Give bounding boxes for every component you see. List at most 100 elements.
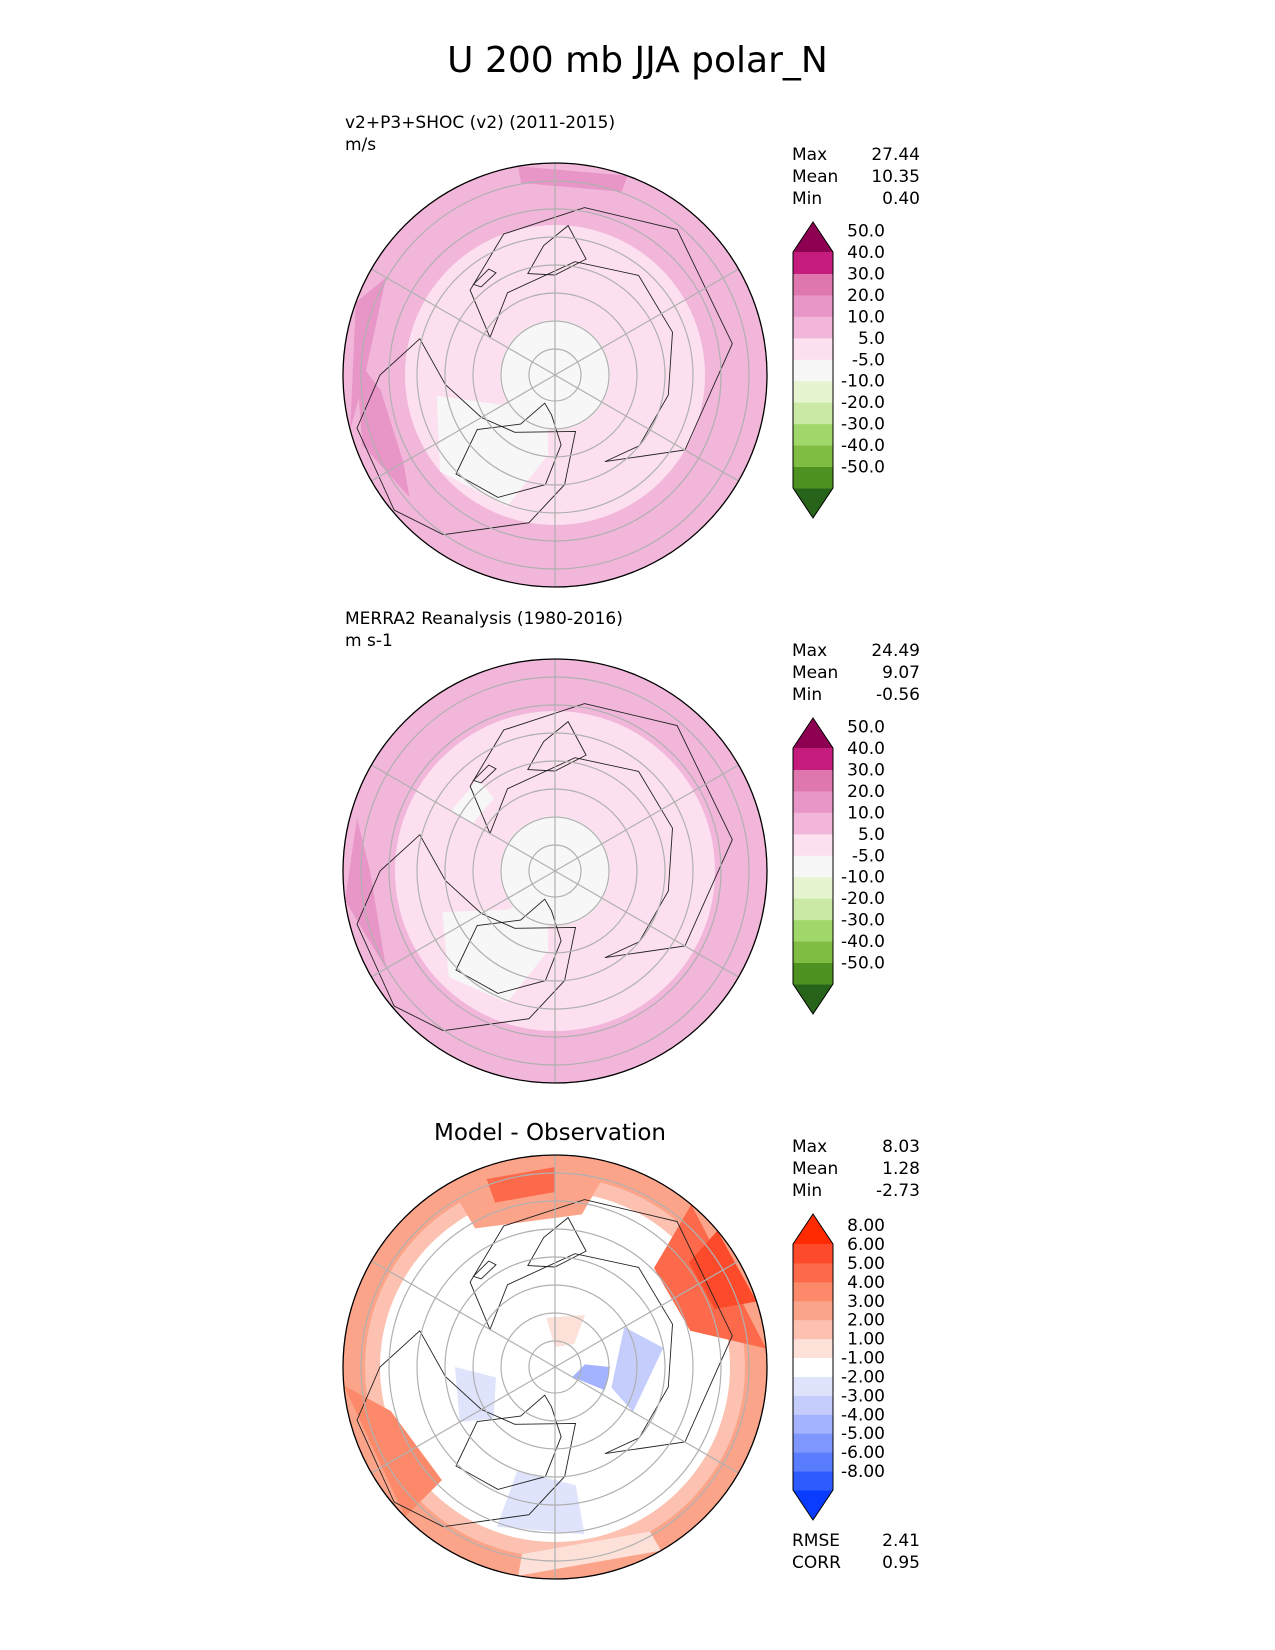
panel-1-stats: Max 27.44 Mean 10.35 Min 0.40: [792, 144, 920, 210]
stat-value: 10.35: [871, 167, 920, 187]
colorbar-tick-label: 5.00: [847, 1254, 885, 1274]
stat-name: Max: [792, 145, 828, 165]
colorbar-tick-label: 3.00: [847, 1292, 885, 1312]
colorbar-segment: [793, 1357, 833, 1377]
colorbar-segment: [793, 1395, 833, 1415]
colorbar-tick-label: -1.00: [841, 1349, 885, 1369]
stat-value: 27.44: [871, 145, 920, 165]
colorbar-segment: [793, 1300, 833, 1321]
colorbar-segment: [793, 790, 833, 813]
colorbar-tick-label: 4.00: [847, 1273, 885, 1293]
panel-2-label: MERRA2 Reanalysis (1980-2016) m s-1: [345, 608, 623, 652]
coastline: [527, 720, 587, 772]
stat-value: 24.49: [871, 641, 920, 661]
panel-1-units: m/s: [345, 135, 377, 155]
longitude-line: [554, 1260, 739, 1368]
colorbar-tick-label: -50.0: [841, 458, 885, 478]
colorbar-segment: [793, 941, 833, 964]
colorbar-tick-label: 50.0: [847, 222, 885, 242]
colorbar-tick-label: 10.0: [847, 307, 885, 327]
map-boundary: [342, 162, 768, 588]
colorbar-tick-label: -6.00: [841, 1443, 885, 1463]
colorbar-tick-label: -2.00: [841, 1367, 885, 1387]
map-field: [343, 659, 767, 1083]
field-anomaly: [350, 277, 387, 430]
panel-3-stats: Max 8.03 Mean 1.28 Min -2.73: [792, 1136, 920, 1202]
colorbar-tick-label: 50.0: [847, 718, 885, 738]
colorbar-outline: [792, 221, 834, 519]
colorbar-tick-label: -30.0: [841, 415, 885, 435]
panel-3-title: Model - Observation: [433, 1120, 667, 1146]
longitude-line: [554, 764, 739, 872]
field-anomaly: [442, 889, 549, 1003]
colorbar-tick-label: -10.0: [841, 372, 885, 392]
colorbar-tick-label: -5.0: [852, 846, 885, 866]
longitude-line: [371, 870, 556, 978]
stat-name: Max: [792, 641, 828, 661]
colorbar-segment: [793, 1338, 833, 1359]
colorbar-tick-label: -40.0: [841, 436, 885, 456]
longitude-line: [371, 374, 556, 482]
colorbar-segment: [793, 855, 833, 878]
polar-map-obs: [342, 658, 768, 1084]
panel-2-units: m s-1: [345, 631, 393, 651]
colorbar-segment: [793, 1281, 833, 1302]
stat-value: 0.95: [882, 1553, 920, 1573]
colorbar-segment: [793, 1414, 833, 1434]
colorbar-tick-label: 6.00: [847, 1235, 885, 1255]
stat-name: Max: [792, 1137, 828, 1157]
colorbar-segment: [793, 316, 833, 339]
stat-name: Mean: [792, 1159, 839, 1179]
colorbar-tick-label: 5.0: [858, 329, 885, 349]
panel-2-stats: Max 24.49 Mean 9.07 Min -0.56: [792, 640, 920, 706]
field-anomaly: [345, 817, 387, 969]
coastline: [472, 764, 497, 784]
colorbar-difference: -8.00-6.00-5.00-4.00-3.00-2.00-1.001.002…: [792, 1213, 885, 1521]
colorbar-extend-low: [793, 488, 833, 518]
colorbar-segment: [793, 1376, 833, 1396]
longitude-line: [371, 268, 556, 376]
panel-3-extra-stats: RMSE 2.41 CORR 0.95: [792, 1530, 920, 1574]
panel-1-model-name: v2+P3+SHOC (v2) (2011-2015): [345, 113, 616, 133]
stat-value: 0.40: [882, 189, 920, 209]
colorbar-tick-label: 8.00: [847, 1216, 885, 1236]
coastline: [472, 1260, 497, 1280]
longitude-line: [554, 374, 739, 482]
colorbar-segment: [793, 876, 833, 899]
field-anomaly: [486, 1167, 555, 1203]
coastline: [469, 703, 733, 959]
stat-name: Mean: [792, 663, 839, 683]
coastline: [527, 1216, 587, 1268]
map-boundary: [342, 1154, 768, 1580]
coastline: [469, 1199, 733, 1455]
colorbar-segment: [793, 445, 833, 468]
coastline: [472, 268, 497, 288]
stat-name: RMSE: [792, 1531, 841, 1551]
colorbar-segment: [793, 769, 833, 792]
colorbar-segment: [793, 402, 833, 425]
longitude-line: [554, 1366, 739, 1474]
colorbar-tick-label: 1.00: [847, 1330, 885, 1350]
colorbar-tick-label: -4.00: [841, 1405, 885, 1425]
colorbar-extend-high: [793, 222, 833, 252]
panel-2-dataset-name: MERRA2 Reanalysis (1980-2016): [345, 609, 623, 629]
coastline: [469, 207, 733, 463]
stat-name: Min: [792, 1181, 823, 1201]
longitude-line: [554, 268, 739, 376]
colorbar-tick-label: -20.0: [841, 889, 885, 909]
coastline: [527, 224, 587, 276]
stat-name: Min: [792, 189, 823, 209]
field-anomaly: [572, 1364, 610, 1391]
colorbar-tick-label: 10.0: [847, 803, 885, 823]
longitude-line: [554, 870, 739, 978]
colorbar-tick-label: 2.00: [847, 1311, 885, 1331]
colorbar-obs: -50.0-40.0-30.0-20.0-10.0-5.05.010.020.0…: [792, 717, 885, 1015]
colorbar-segment: [793, 919, 833, 942]
colorbar-tick-label: 40.0: [847, 739, 885, 759]
colorbar-segment: [793, 1319, 833, 1340]
map-boundary: [342, 658, 768, 1084]
stat-name: Mean: [792, 167, 839, 187]
stat-value: 2.41: [882, 1531, 920, 1551]
colorbar-tick-label: 20.0: [847, 286, 885, 306]
panel-1-label: v2+P3+SHOC (v2) (2011-2015) m/s: [345, 112, 615, 156]
